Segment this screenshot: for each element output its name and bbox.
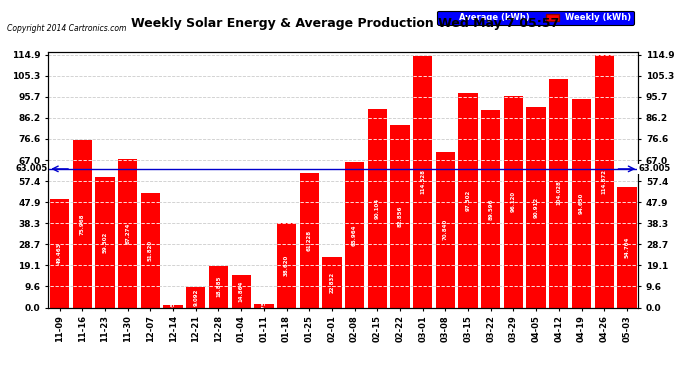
Text: 63.005: 63.005 [16, 164, 48, 173]
Text: 18.885: 18.885 [216, 276, 221, 297]
Text: 90.104: 90.104 [375, 198, 380, 219]
Text: 59.302: 59.302 [103, 232, 108, 253]
Text: 114.528: 114.528 [420, 169, 425, 194]
Text: 67.274: 67.274 [125, 223, 130, 244]
Text: 1.053: 1.053 [170, 298, 175, 315]
Bar [72, 140, 92, 308]
Text: 38.620: 38.620 [284, 254, 289, 276]
Bar [504, 96, 523, 308]
Bar [391, 125, 410, 308]
Bar [549, 79, 569, 308]
Bar [118, 159, 137, 308]
Text: 82.856: 82.856 [397, 206, 402, 227]
Bar [436, 152, 455, 308]
Bar [209, 266, 228, 308]
Text: Copyright 2014 Cartronics.com: Copyright 2014 Cartronics.com [7, 24, 126, 33]
Legend: Average (kWh), Weekly (kWh): Average (kWh), Weekly (kWh) [437, 11, 634, 25]
Text: 1.752: 1.752 [262, 297, 266, 314]
Text: 54.704: 54.704 [624, 237, 629, 258]
Text: 22.832: 22.832 [329, 272, 335, 293]
Bar [95, 177, 115, 308]
Bar [232, 275, 250, 308]
Bar [458, 93, 477, 308]
Bar [299, 173, 319, 308]
Text: 61.228: 61.228 [307, 230, 312, 251]
Text: 94.650: 94.650 [579, 193, 584, 214]
Text: 75.968: 75.968 [80, 213, 85, 235]
Text: 114.872: 114.872 [602, 169, 607, 194]
Bar [413, 56, 433, 308]
Text: 49.463: 49.463 [57, 242, 62, 264]
Bar [141, 194, 160, 308]
Bar [186, 288, 206, 308]
Bar [368, 109, 387, 307]
Bar [322, 257, 342, 307]
Text: 51.820: 51.820 [148, 240, 153, 261]
Bar [254, 304, 273, 307]
Bar [595, 55, 614, 308]
Bar [50, 199, 69, 308]
Text: 65.964: 65.964 [352, 224, 357, 246]
Text: 70.840: 70.840 [443, 219, 448, 240]
Bar [345, 162, 364, 308]
Text: 9.092: 9.092 [193, 289, 198, 306]
Text: Weekly Solar Energy & Average Production Wed May 7 05:57: Weekly Solar Energy & Average Production… [131, 17, 559, 30]
Bar [277, 222, 296, 308]
Bar [618, 187, 637, 308]
Bar [572, 99, 591, 308]
Bar [526, 108, 546, 307]
Text: 89.596: 89.596 [489, 198, 493, 220]
Text: 96.120: 96.120 [511, 191, 516, 212]
Bar [164, 305, 183, 308]
Text: 104.028: 104.028 [556, 181, 562, 206]
Text: 63.005: 63.005 [638, 164, 671, 173]
Text: 97.302: 97.302 [466, 190, 471, 211]
Bar [481, 110, 500, 308]
Text: 14.864: 14.864 [239, 280, 244, 302]
Text: 90.912: 90.912 [533, 197, 539, 218]
